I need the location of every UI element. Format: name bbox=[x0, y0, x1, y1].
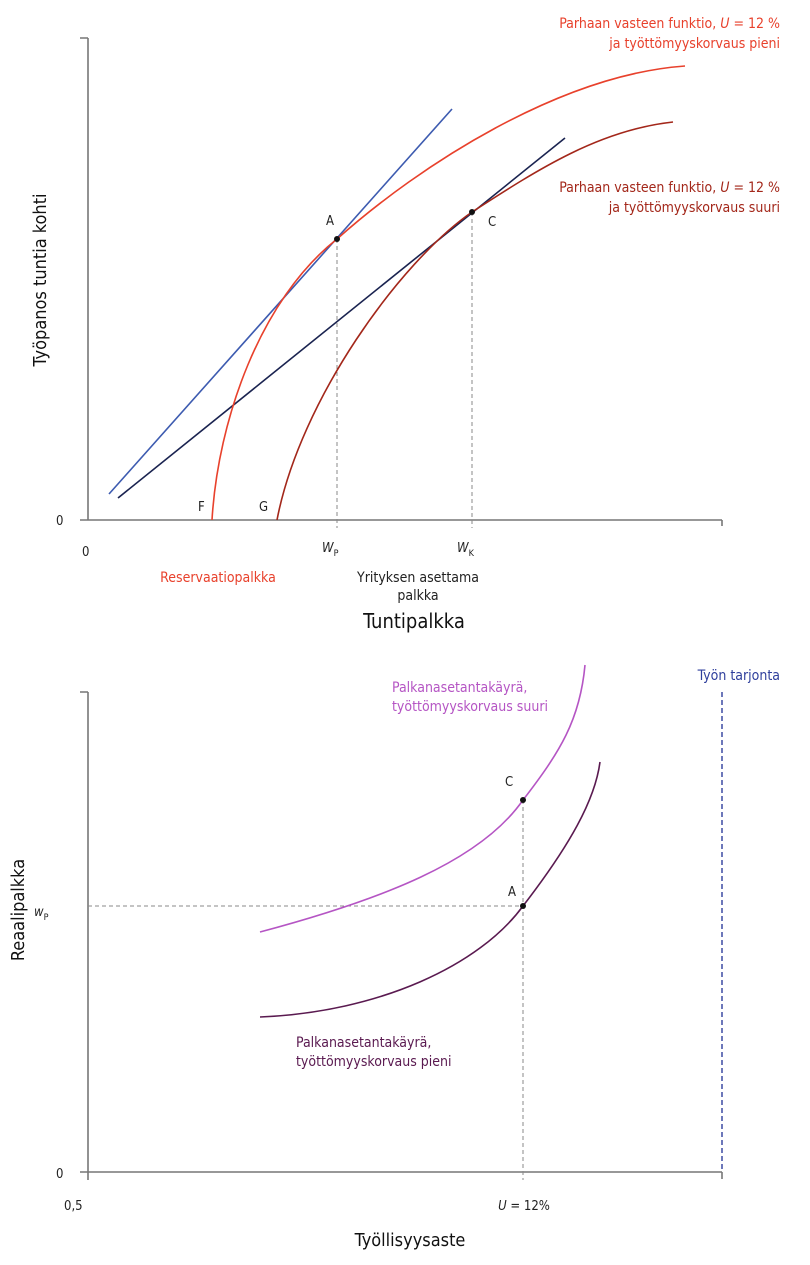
wsc-low-label-line1: Palkanasetantakäyrä, bbox=[296, 1035, 431, 1051]
brf-high-label-line2: ja työttömyyskorvaus suuri bbox=[608, 200, 780, 216]
bottom-y-axis-title: Reaalipalkka bbox=[8, 859, 29, 961]
wp-label: WP bbox=[322, 541, 339, 559]
bottom-axes bbox=[80, 691, 723, 1180]
top-x-axis-title: Tuntipalkka bbox=[362, 609, 465, 633]
bottom-panel: C A wP 0 0,5 U = 12% Työllisyysaste Reaa… bbox=[8, 664, 780, 1251]
u-label: U = 12% bbox=[498, 1199, 550, 1214]
firm-wage-label-line1: Yrityksen asettama bbox=[356, 570, 479, 586]
firm-wage-label-line2: palkka bbox=[397, 588, 438, 604]
wsc-high-label-line2: työttömyyskorvaus suuri bbox=[392, 699, 548, 715]
x-origin-label: 0 bbox=[82, 545, 89, 560]
brf-low-label-line1: Parhaan vasteen funktio, U = 12 % bbox=[559, 16, 780, 32]
top-panel: A C F G 0 0 WP WK Reservaatiopalkka Yrit… bbox=[30, 16, 780, 633]
top-axes bbox=[80, 37, 723, 526]
brf-low-label-line2: ja työttömyyskorvaus pieni bbox=[608, 36, 780, 52]
wsc-high-label-line1: Palkanasetantakäyrä, bbox=[392, 680, 527, 696]
bottom-x-axis-title: Työllisyysaste bbox=[354, 1230, 466, 1251]
wp-label: wP bbox=[34, 905, 49, 923]
wsc-low-label-line2: työttömyyskorvaus pieni bbox=[296, 1054, 452, 1070]
top-dashed-guides bbox=[336, 212, 473, 528]
point-c-marker bbox=[469, 209, 475, 215]
top-y-axis-title: Työpanos tuntia kohti bbox=[30, 193, 51, 367]
point-a-label: A bbox=[508, 885, 516, 900]
point-c-marker bbox=[520, 797, 526, 803]
point-a-label: A bbox=[326, 214, 334, 229]
point-c-label: C bbox=[488, 215, 496, 230]
point-f-label: F bbox=[198, 500, 205, 515]
y-origin-label: 0 bbox=[56, 514, 63, 529]
isocost-line-high bbox=[117, 137, 566, 499]
point-c-label: C bbox=[505, 775, 513, 790]
wk-label: WK bbox=[457, 541, 475, 559]
wage-setting-curve-low-benefit bbox=[259, 761, 601, 1018]
point-g-label: G bbox=[259, 500, 268, 515]
bottom-dashed-guides bbox=[88, 800, 524, 1180]
labor-supply-label: Työn tarjonta bbox=[697, 668, 780, 684]
point-a-marker bbox=[334, 236, 340, 242]
brf-high-label-line1: Parhaan vasteen funktio, U = 12 % bbox=[559, 180, 780, 196]
best-response-curve-high-benefit bbox=[276, 121, 674, 521]
x-origin-label: 0,5 bbox=[64, 1199, 83, 1214]
wage-setting-curve-high-benefit bbox=[259, 664, 586, 933]
point-a-marker bbox=[520, 903, 526, 909]
reservation-wage-label: Reservaatiopalkka bbox=[160, 570, 276, 586]
best-response-curve-low-benefit bbox=[211, 65, 686, 521]
y-origin-label: 0 bbox=[56, 1167, 63, 1182]
